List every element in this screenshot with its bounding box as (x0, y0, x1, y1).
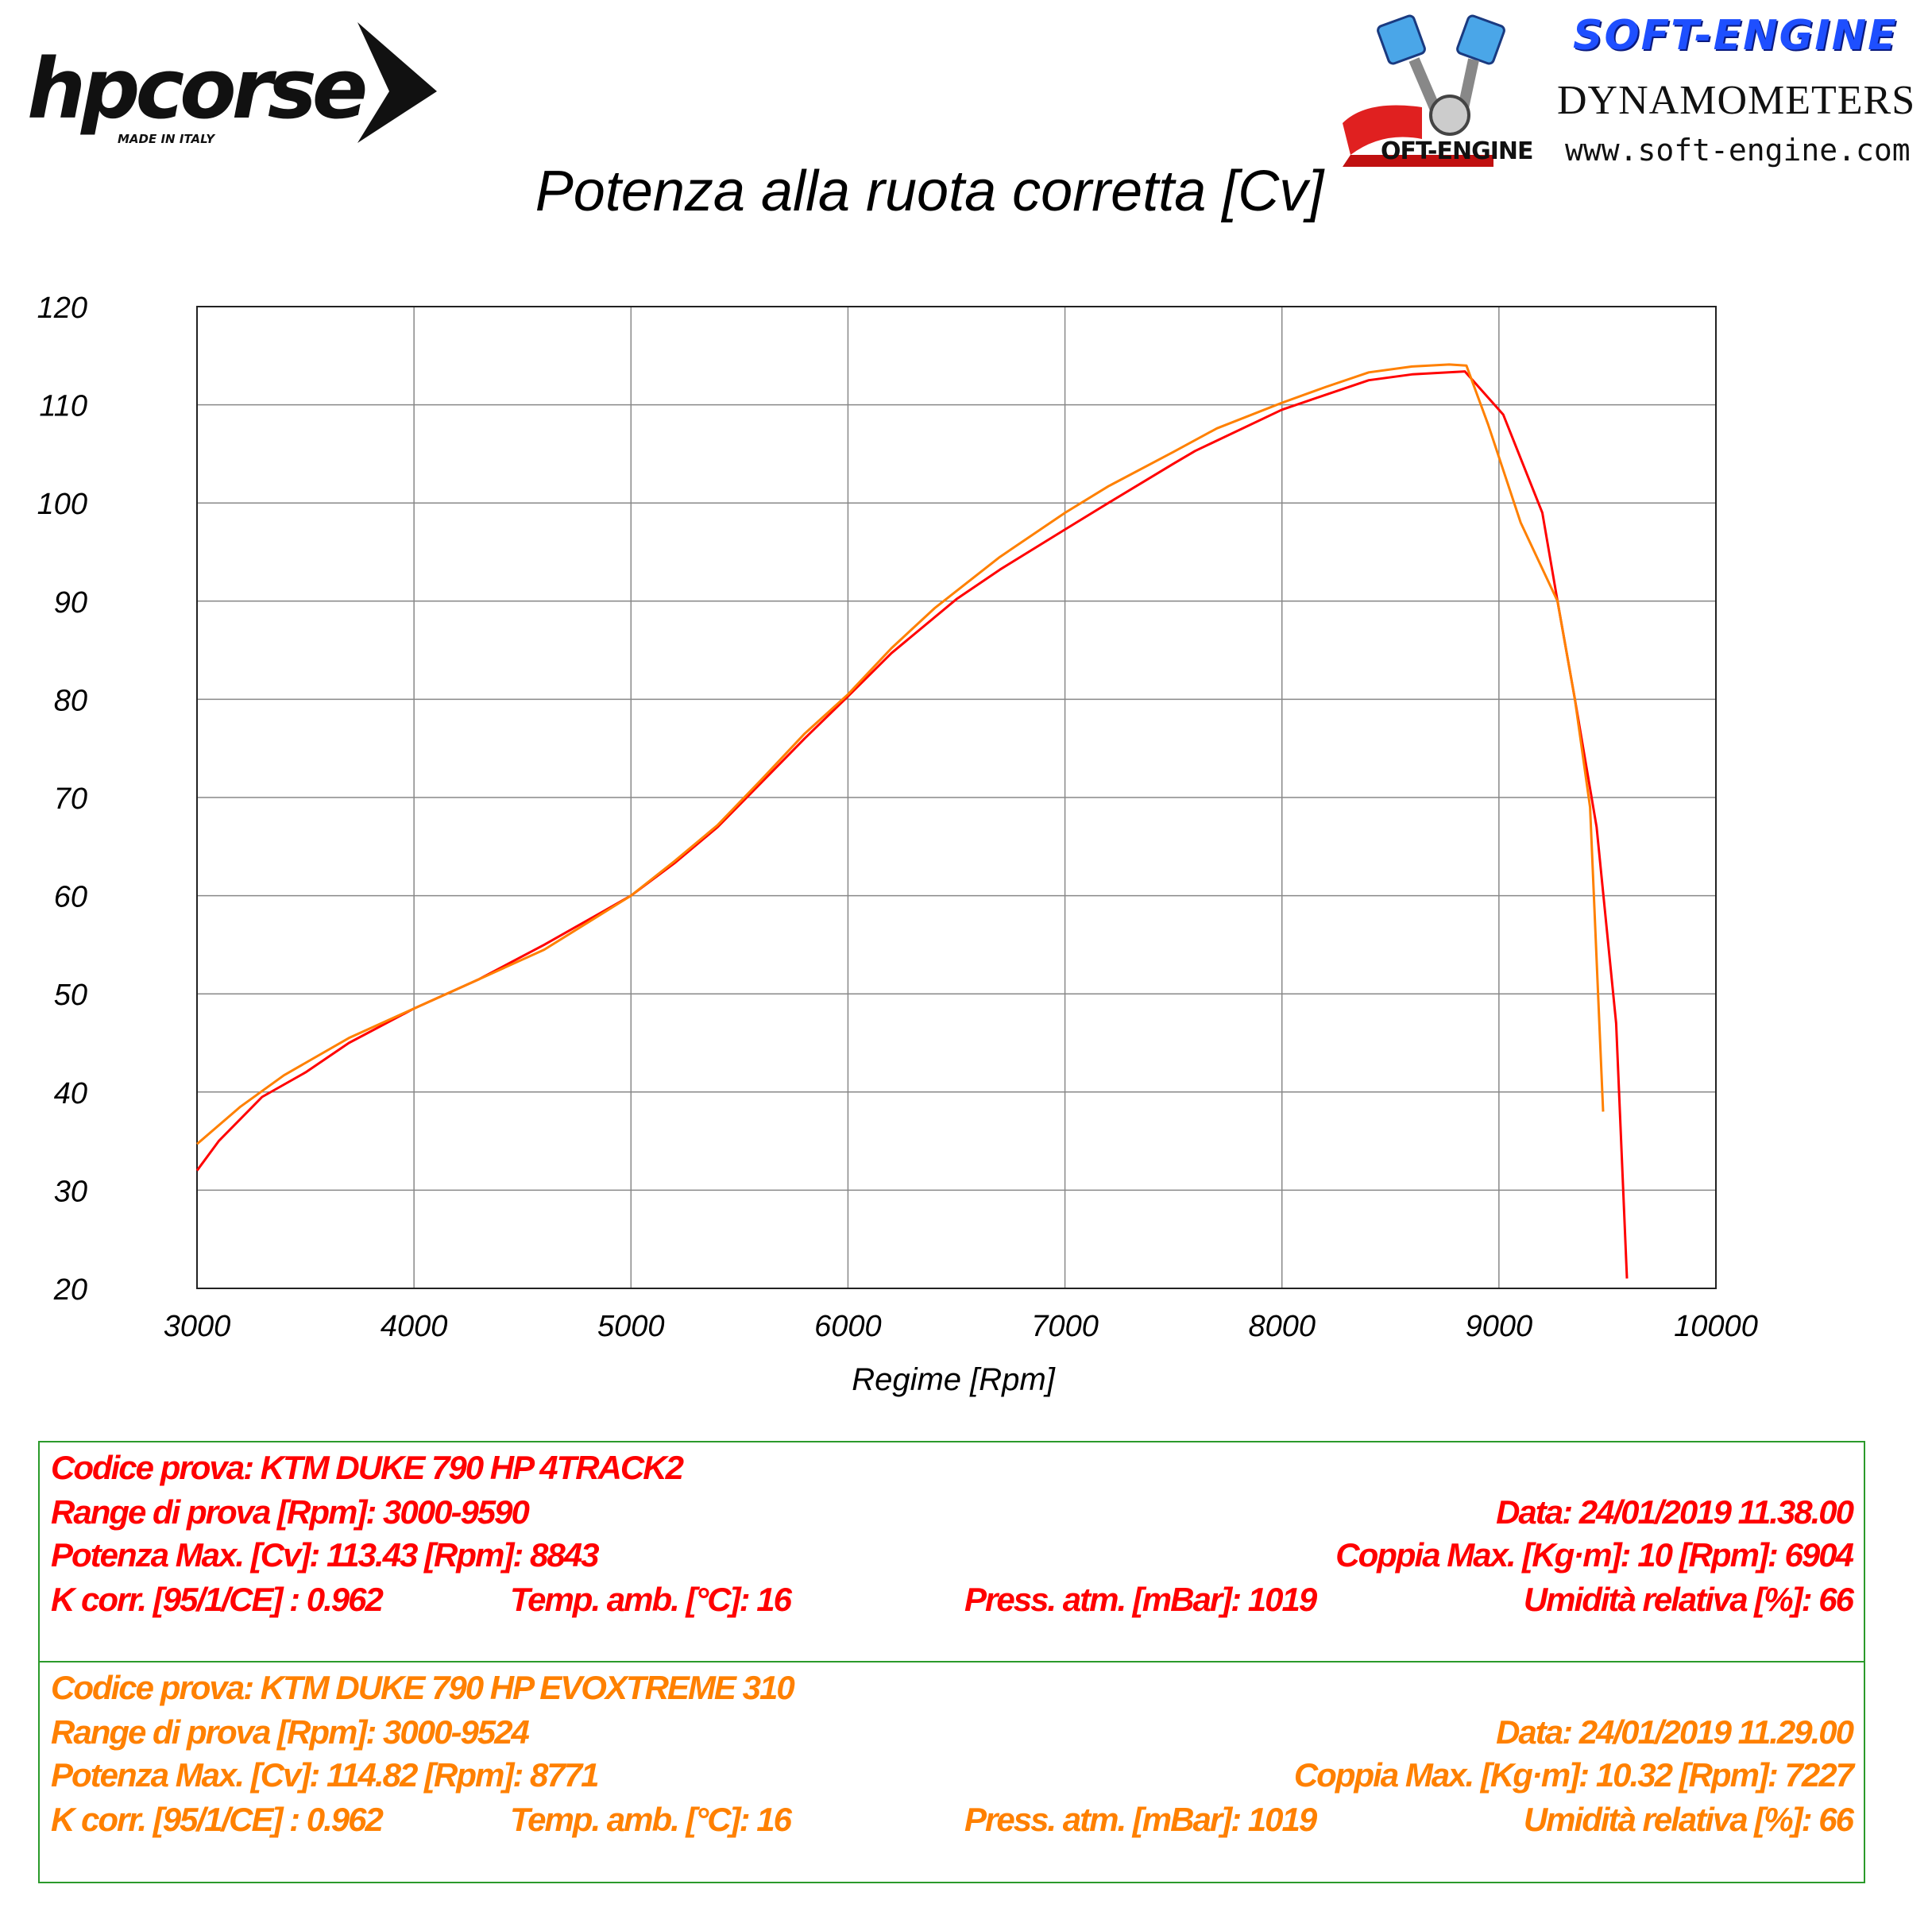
test-1-line-3: Potenza Max. [Cv]: 113.43 [Rpm]: 8843 Co… (51, 1536, 1854, 1579)
test-range: Range di prova [Rpm]: 3000-9590 (51, 1493, 530, 1531)
y-tick-label: 120 (37, 292, 87, 325)
y-tick-label: 90 (54, 586, 87, 620)
y-tick-label: 20 (53, 1273, 87, 1307)
y-tick-label: 50 (54, 979, 87, 1012)
test-humidity: Umidità relativa [%]: 66 (1523, 1801, 1854, 1838)
test-temp: Temp. amb. [°C]: 16 (510, 1801, 792, 1838)
y-tick-label: 80 (54, 684, 87, 717)
x-tick-label: 7000 (1031, 1310, 1099, 1343)
hp-logo-text: hpcorse (27, 41, 365, 137)
test-torque: Coppia Max. [Kg·m]: 10.32 [Rpm]: 7227 (1293, 1756, 1854, 1794)
test-code: Codice prova: KTM DUKE 790 HP EVOXTREME … (51, 1669, 795, 1706)
test-2-line-1: Codice prova: KTM DUKE 790 HP EVOXTREME … (51, 1669, 1853, 1712)
x-tick-label: 4000 (381, 1310, 448, 1343)
test-power: Potenza Max. [Cv]: 114.82 [Rpm]: 8771 (51, 1756, 599, 1794)
y-tick-label: 110 (39, 390, 87, 423)
test-1-line-2: Range di prova [Rpm]: 3000-9590 Data: 24… (51, 1493, 1854, 1536)
test-temp: Temp. amb. [°C]: 16 (510, 1581, 792, 1618)
x-tick-label: 3000 (164, 1310, 231, 1343)
test-kcorr: K corr. [95/1/CE] : 0.962 (51, 1581, 384, 1618)
test-info-box-2: Codice prova: KTM DUKE 790 HP EVOXTREME … (38, 1661, 1865, 1883)
test-range: Range di prova [Rpm]: 3000-9524 (51, 1713, 530, 1751)
test-1-line-4: K corr. [95/1/CE] : 0.962 Temp. amb. [°C… (51, 1581, 1854, 1624)
dynamometers-text: DYNAMOMETERS (1557, 78, 1916, 123)
x-tick-label: 6000 (814, 1310, 882, 1343)
x-tick-label: 10000 (1674, 1310, 1758, 1343)
test-info-box-1: Codice prova: KTM DUKE 790 HP 4TRACK2 Ra… (38, 1441, 1865, 1662)
hpcorse-logo: hpcorse MADE IN ITALY (27, 22, 437, 146)
x-tick-label: 8000 (1248, 1310, 1316, 1343)
test-torque: Coppia Max. [Kg·m]: 10 [Rpm]: 6904 (1335, 1536, 1854, 1574)
test-press: Press. atm. [mBar]: 1019 (964, 1581, 1317, 1618)
power-chart: 3000 4000 5000 6000 7000 8000 9000 10000 20 30 40 5… (37, 292, 1758, 1397)
test-2-line-2: Range di prova [Rpm]: 3000-9524 Data: 24… (51, 1713, 1854, 1756)
y-tick-label: 100 (37, 488, 87, 521)
plot-frame (196, 306, 1717, 1289)
y-tick-label: 40 (54, 1077, 87, 1110)
test-date: Data: 24/01/2019 11.29.00 (1496, 1713, 1854, 1751)
y-tick-label: 60 (54, 881, 87, 914)
chart-title: Potenza alla ruota corretta [Cv] (535, 160, 1324, 223)
test-2-line-4: K corr. [95/1/CE] : 0.962 Temp. amb. [°C… (51, 1801, 1854, 1844)
soft-engine-title: SOFT-ENGINE (1573, 12, 1898, 60)
website-text: www.soft-engine.com (1565, 133, 1911, 168)
x-tick-label: 9000 (1466, 1310, 1533, 1343)
series-line-2 (196, 363, 1605, 1145)
test-2-line-3: Potenza Max. [Cv]: 114.82 [Rpm]: 8771 Co… (51, 1756, 1854, 1799)
x-tick-label: 5000 (597, 1310, 665, 1343)
soft-engine-small: OFT-ENGINE (1381, 137, 1533, 165)
test-press: Press. atm. [mBar]: 1019 (964, 1801, 1317, 1838)
hp-logo-sub: MADE IN ITALY (118, 132, 216, 146)
chevron-icon (357, 22, 437, 143)
test-humidity: Umidità relativa [%]: 66 (1523, 1581, 1854, 1618)
soft-engine-logo: SOFT-ENGINE DYNAMOMETERS www.soft-engine… (1335, 4, 1930, 171)
test-date: Data: 24/01/2019 11.38.00 (1496, 1493, 1854, 1531)
test-1-line-1: Codice prova: KTM DUKE 790 HP 4TRACK2 (51, 1449, 1853, 1492)
x-axis-label: Regime [Rpm] (852, 1362, 1056, 1397)
y-tick-label: 70 (54, 782, 87, 816)
piston-icon (1343, 14, 1505, 167)
test-code: Codice prova: KTM DUKE 790 HP 4TRACK2 (51, 1449, 684, 1486)
test-kcorr: K corr. [95/1/CE] : 0.962 (51, 1801, 384, 1838)
series-line-1 (195, 370, 1629, 1279)
test-power: Potenza Max. [Cv]: 113.43 [Rpm]: 8843 (51, 1536, 599, 1574)
y-tick-label: 30 (54, 1175, 87, 1208)
